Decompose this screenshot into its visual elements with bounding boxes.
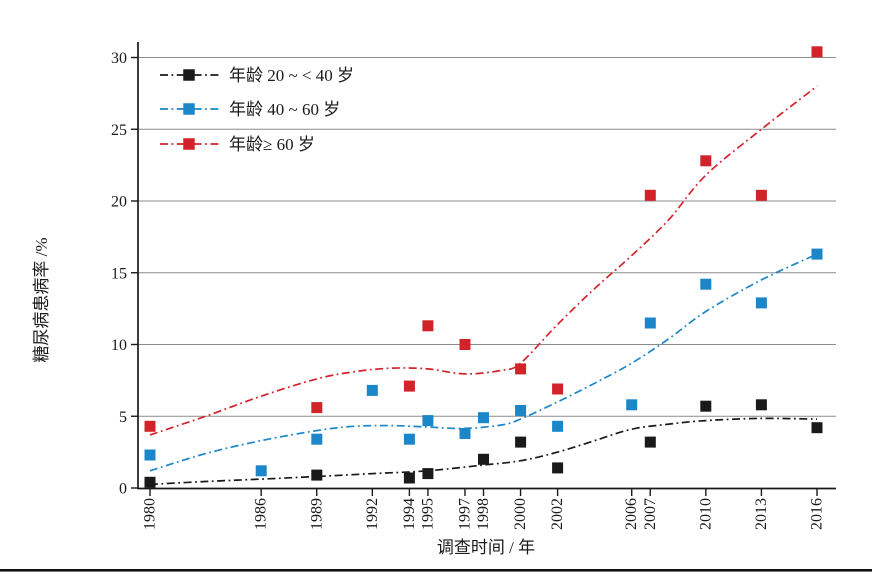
x-tick-label-1989: 1989	[308, 498, 325, 530]
x-tick-label-1998: 1998	[475, 498, 492, 530]
data-point-series2-1995	[422, 320, 434, 332]
data-point-series0-2002	[552, 462, 564, 474]
data-point-series1-2002	[552, 420, 564, 432]
data-point-series1-1995	[422, 415, 434, 427]
data-point-series2-1980	[144, 420, 156, 432]
y-tick-label-5: 5	[119, 409, 127, 426]
data-point-series1-1980	[144, 449, 156, 461]
legend-marker-2	[183, 138, 195, 150]
data-point-series0-1989	[311, 469, 323, 481]
y-tick-label-25: 25	[111, 122, 127, 139]
x-tick-label-1997: 1997	[457, 498, 474, 530]
x-tick-label-1980: 1980	[142, 498, 159, 530]
legend-label-0: 年龄 20 ~ < 40 岁	[229, 66, 354, 85]
data-point-series1-2000	[515, 405, 527, 416]
x-tick-label-1986: 1986	[253, 498, 270, 530]
legend-item-0: 年龄 20 ~ < 40 岁	[160, 66, 354, 85]
legend-marker-0	[183, 69, 195, 81]
data-point-series1-1998	[478, 412, 489, 424]
y-tick-label-0: 0	[119, 481, 127, 498]
x-tick-label-2016: 2016	[809, 498, 826, 530]
data-point-series1-1997	[459, 428, 471, 439]
x-tick-label-2002: 2002	[549, 498, 566, 530]
bottom-rule	[0, 569, 872, 572]
trend-line-series-0	[149, 417, 818, 486]
x-tick-label-2010: 2010	[697, 498, 714, 530]
data-point-series0-2000	[515, 436, 527, 448]
data-point-series0-2016	[811, 422, 823, 434]
data-point-series1-1992	[366, 384, 378, 396]
x-tick-label-1992: 1992	[364, 498, 381, 530]
data-point-series1-2013	[755, 297, 767, 309]
data-point-series0-2010	[700, 400, 712, 412]
data-point-series0-1998	[478, 453, 489, 465]
data-point-series0-1994	[403, 472, 415, 484]
y-tick-label-10: 10	[111, 337, 127, 354]
legend-item-2: 年龄≥ 60 岁	[160, 135, 315, 154]
x-tick-label-2007: 2007	[642, 498, 659, 530]
data-point-series2-2010	[700, 155, 712, 167]
trend-line-series-2	[149, 85, 818, 436]
x-tick-label-2013: 2013	[753, 498, 770, 530]
data-point-series1-2010	[700, 278, 712, 290]
data-point-series0-1980	[144, 476, 156, 488]
data-point-series1-2016	[811, 248, 823, 260]
legend-label-2: 年龄≥ 60 岁	[229, 135, 315, 154]
x-tick-label-1995: 1995	[419, 498, 436, 530]
y-axis-title: 糖尿病患病率 /%	[32, 237, 51, 362]
x-tick-label-2000: 2000	[512, 498, 529, 530]
data-point-series2-1997	[459, 339, 471, 350]
data-point-series2-1989	[311, 402, 323, 414]
legend-label-1: 年龄 40 ~ 60 岁	[229, 100, 340, 119]
y-tick-label-20: 20	[111, 194, 127, 211]
data-point-series2-2013	[755, 189, 767, 201]
data-point-series1-1989	[311, 433, 323, 445]
data-point-series2-2007	[644, 189, 656, 201]
data-point-series0-2013	[755, 399, 767, 411]
data-point-series2-2016	[811, 46, 823, 58]
data-point-series2-1994	[403, 380, 415, 392]
x-tick-label-2006: 2006	[623, 498, 640, 530]
data-point-series0-2007	[644, 436, 656, 448]
data-point-series1-2007	[644, 317, 656, 329]
data-point-series0-1995	[422, 468, 434, 480]
x-axis-title: 调查时间 / 年	[437, 538, 535, 557]
trend-line-series-1	[149, 253, 818, 472]
data-point-series2-2002	[552, 383, 564, 395]
legend-item-1: 年龄 40 ~ 60 岁	[160, 100, 340, 119]
data-point-series2-2000	[515, 363, 527, 375]
data-point-series1-2006	[626, 399, 638, 411]
legend-marker-1	[183, 103, 195, 115]
data-point-series1-1994	[403, 433, 415, 445]
x-tick-label-1994: 1994	[401, 498, 418, 530]
y-tick-label-15: 15	[111, 265, 127, 282]
y-tick-label-30: 30	[111, 50, 127, 67]
data-point-series1-1986	[255, 465, 267, 477]
